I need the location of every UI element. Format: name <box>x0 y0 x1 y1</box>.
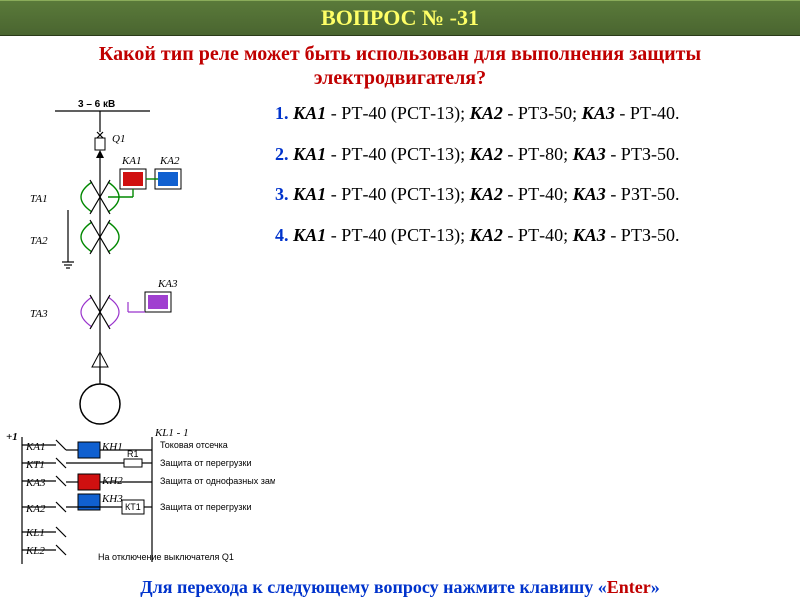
schematic-svg: 3 – 6 кВ Q1 ТА1 ТА2 КА1 <box>0 92 275 587</box>
footer-hint: Для перехода к следующему вопросу нажмит… <box>0 577 800 600</box>
svg-text:На отключение выключателя Q1: На отключение выключателя Q1 <box>98 552 234 562</box>
answer-option[interactable]: 3. КА1 - РТ-40 (РСТ-13); КА2 - РТ-40; КА… <box>275 183 788 206</box>
svg-text:КА2: КА2 <box>159 155 180 167</box>
schematic-panel: 3 – 6 кВ Q1 ТА1 ТА2 КА1 <box>0 92 275 587</box>
svg-text:Защита от перегрузки: Защита от перегрузки <box>160 458 252 468</box>
svg-text:КН1: КН1 <box>101 441 123 453</box>
svg-text:ТА1: ТА1 <box>30 193 48 205</box>
svg-text:ТА2: ТА2 <box>30 235 48 247</box>
title-bar: ВОПРОС № -31 <box>0 0 800 36</box>
title-text: ВОПРОС № -31 <box>321 5 479 30</box>
svg-text:КА1: КА1 <box>25 441 46 453</box>
svg-text:КА3: КА3 <box>25 477 46 489</box>
answer-option[interactable]: 4. КА1 - РТ-40 (РСТ-13); КА2 - РТ-40; КА… <box>275 224 788 247</box>
kh1-box <box>78 442 100 458</box>
svg-text:Защита от однофазных замыканий: Защита от однофазных замыканий на землю <box>160 476 275 486</box>
svg-text:КН3: КН3 <box>101 493 123 505</box>
svg-text:КА1: КА1 <box>121 155 142 167</box>
svg-text:КА3: КА3 <box>157 278 178 290</box>
relay-ka3-box <box>148 295 168 309</box>
question-text: Какой тип реле может быть использован дл… <box>0 36 800 92</box>
svg-text:Защита от перегрузки: Защита от перегрузки <box>160 502 252 512</box>
answers-panel: 1. КА1 - РТ-40 (РСТ-13); КА2 - РТЗ-50; К… <box>275 92 800 587</box>
svg-text:+1: +1 <box>6 431 18 443</box>
relay-ka2-box <box>158 172 178 186</box>
svg-text:Токовая отсечка: Токовая отсечка <box>160 440 228 450</box>
svg-text:КН2: КН2 <box>101 475 123 487</box>
svg-text:КТ1: КТ1 <box>125 502 141 512</box>
relay-ka1-box <box>123 172 143 186</box>
svg-text:КТ1: КТ1 <box>25 459 45 471</box>
svg-text:КL1: КL1 <box>25 527 45 539</box>
svg-text:КL1 - 1: КL1 - 1 <box>154 427 189 439</box>
answer-option[interactable]: 2. КА1 - РТ-40 (РСТ-13); КА2 - РТ-80; КА… <box>275 143 788 166</box>
svg-text:КА2: КА2 <box>25 503 46 515</box>
answer-option[interactable]: 1. КА1 - РТ-40 (РСТ-13); КА2 - РТЗ-50; К… <box>275 102 788 125</box>
svg-text:Q1: Q1 <box>112 133 125 145</box>
svg-text:ТА3: ТА3 <box>30 308 48 320</box>
kh2-box <box>78 474 100 490</box>
svg-text:КL2: КL2 <box>25 545 45 557</box>
main-area: 3 – 6 кВ Q1 ТА1 ТА2 КА1 <box>0 92 800 587</box>
voltage-label: 3 – 6 кВ <box>78 99 115 110</box>
